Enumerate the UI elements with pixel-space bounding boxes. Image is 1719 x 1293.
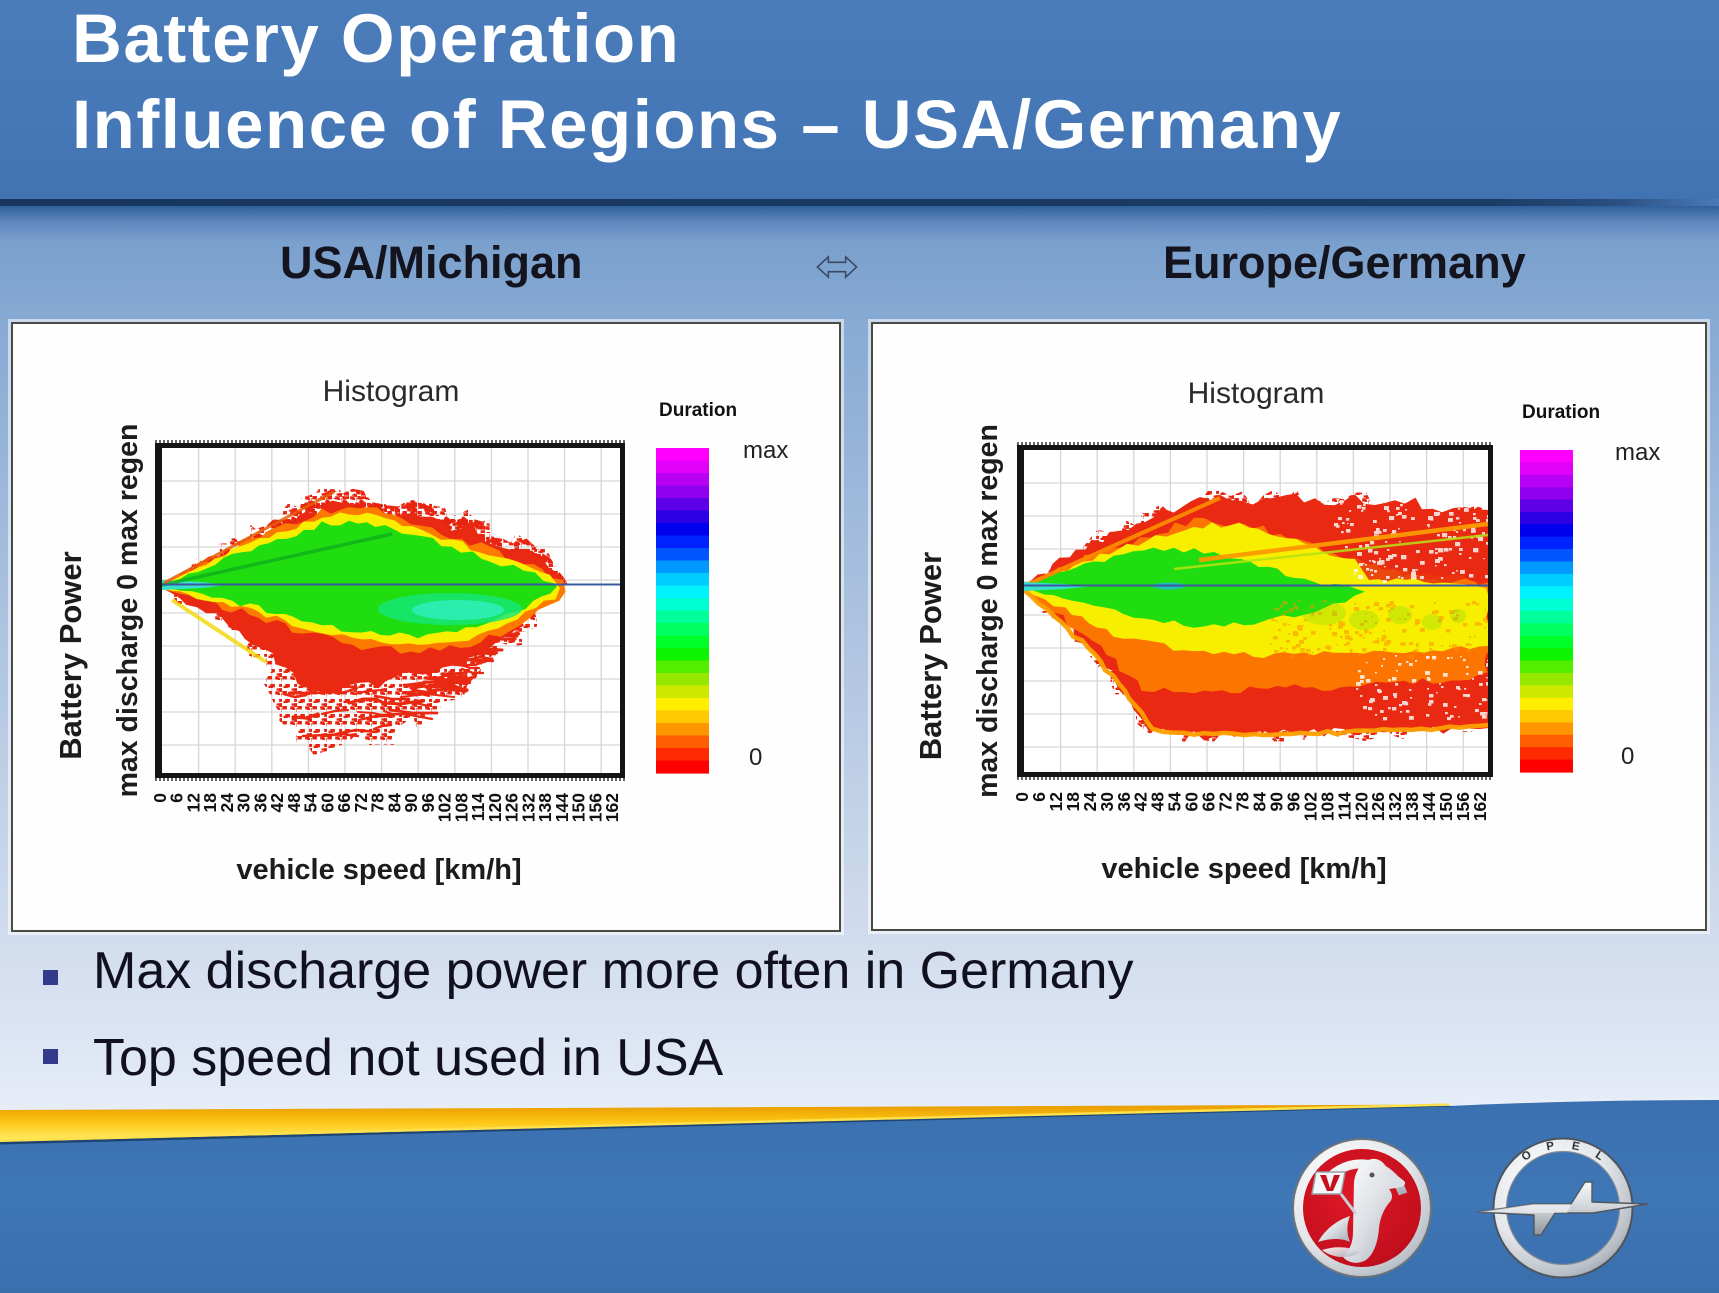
svg-text:Battery Power: Battery Power bbox=[913, 552, 948, 760]
svg-text:90: 90 bbox=[401, 793, 421, 813]
svg-text:54: 54 bbox=[1165, 792, 1185, 812]
svg-text:Histogram: Histogram bbox=[1188, 377, 1325, 410]
svg-text:36: 36 bbox=[1114, 792, 1134, 812]
svg-text:132: 132 bbox=[518, 793, 538, 822]
svg-text:126: 126 bbox=[502, 793, 522, 822]
svg-text:144: 144 bbox=[1419, 792, 1439, 821]
svg-text:30: 30 bbox=[234, 793, 254, 813]
svg-text:84: 84 bbox=[1250, 792, 1270, 812]
svg-text:60: 60 bbox=[317, 793, 337, 813]
svg-text:42: 42 bbox=[267, 793, 287, 813]
svg-text:108: 108 bbox=[1317, 792, 1337, 821]
svg-text:12: 12 bbox=[1046, 792, 1066, 812]
svg-text:E: E bbox=[1571, 1140, 1581, 1153]
svg-text:162: 162 bbox=[602, 793, 622, 822]
svg-text:66: 66 bbox=[334, 793, 354, 813]
svg-text:66: 66 bbox=[1199, 792, 1219, 812]
svg-text:6: 6 bbox=[1029, 792, 1049, 802]
svg-text:150: 150 bbox=[1436, 792, 1456, 821]
svg-text:156: 156 bbox=[585, 793, 605, 822]
svg-text:0: 0 bbox=[749, 744, 762, 771]
svg-text:102: 102 bbox=[435, 793, 455, 822]
svg-text:P: P bbox=[1545, 1140, 1555, 1153]
svg-text:120: 120 bbox=[1351, 792, 1371, 821]
svg-text:Battery Power: Battery Power bbox=[53, 551, 88, 759]
svg-text:max discharge 0 max regen: max discharge 0 max regen bbox=[112, 424, 144, 798]
svg-text:150: 150 bbox=[569, 793, 589, 822]
svg-text:72: 72 bbox=[351, 793, 371, 813]
svg-text:102: 102 bbox=[1300, 792, 1320, 821]
svg-text:Histogram: Histogram bbox=[323, 375, 460, 408]
svg-text:96: 96 bbox=[1283, 792, 1303, 812]
svg-text:132: 132 bbox=[1385, 792, 1405, 821]
svg-text:72: 72 bbox=[1216, 792, 1236, 812]
svg-text:max discharge 0 max regen: max discharge 0 max regen bbox=[972, 424, 1004, 798]
svg-text:vehicle speed [km/h]: vehicle speed [km/h] bbox=[1101, 853, 1386, 885]
svg-text:78: 78 bbox=[1233, 792, 1253, 812]
svg-text:0: 0 bbox=[150, 793, 170, 803]
svg-text:Duration: Duration bbox=[1522, 402, 1600, 423]
svg-text:36: 36 bbox=[250, 793, 270, 813]
svg-text:60: 60 bbox=[1182, 792, 1202, 812]
svg-text:54: 54 bbox=[301, 793, 321, 813]
svg-text:138: 138 bbox=[1402, 792, 1422, 821]
svg-text:6: 6 bbox=[167, 793, 187, 803]
svg-text:108: 108 bbox=[451, 793, 471, 822]
svg-text:162: 162 bbox=[1470, 792, 1490, 821]
svg-text:18: 18 bbox=[1063, 792, 1083, 812]
svg-text:0: 0 bbox=[1621, 743, 1634, 770]
svg-text:24: 24 bbox=[217, 793, 237, 813]
svg-text:90: 90 bbox=[1266, 792, 1286, 812]
svg-text:42: 42 bbox=[1131, 792, 1151, 812]
svg-text:114: 114 bbox=[1334, 792, 1354, 820]
svg-text:24: 24 bbox=[1080, 792, 1100, 812]
svg-text:120: 120 bbox=[485, 793, 505, 822]
svg-text:12: 12 bbox=[184, 793, 204, 813]
svg-text:18: 18 bbox=[200, 793, 220, 813]
svg-text:vehicle speed [km/h]: vehicle speed [km/h] bbox=[236, 854, 521, 886]
svg-text:78: 78 bbox=[368, 793, 388, 813]
svg-text:144: 144 bbox=[552, 793, 572, 822]
svg-text:max: max bbox=[1615, 439, 1660, 466]
svg-text:96: 96 bbox=[418, 793, 438, 813]
svg-text:0: 0 bbox=[1012, 792, 1032, 802]
svg-text:Duration: Duration bbox=[659, 400, 737, 421]
svg-text:126: 126 bbox=[1368, 792, 1388, 821]
svg-text:48: 48 bbox=[1148, 792, 1168, 812]
svg-text:max: max bbox=[743, 437, 788, 464]
svg-text:84: 84 bbox=[384, 793, 404, 813]
svg-text:30: 30 bbox=[1097, 792, 1117, 812]
svg-text:138: 138 bbox=[535, 793, 555, 822]
svg-text:48: 48 bbox=[284, 793, 304, 813]
svg-text:114: 114 bbox=[468, 793, 488, 821]
svg-text:156: 156 bbox=[1453, 792, 1473, 821]
